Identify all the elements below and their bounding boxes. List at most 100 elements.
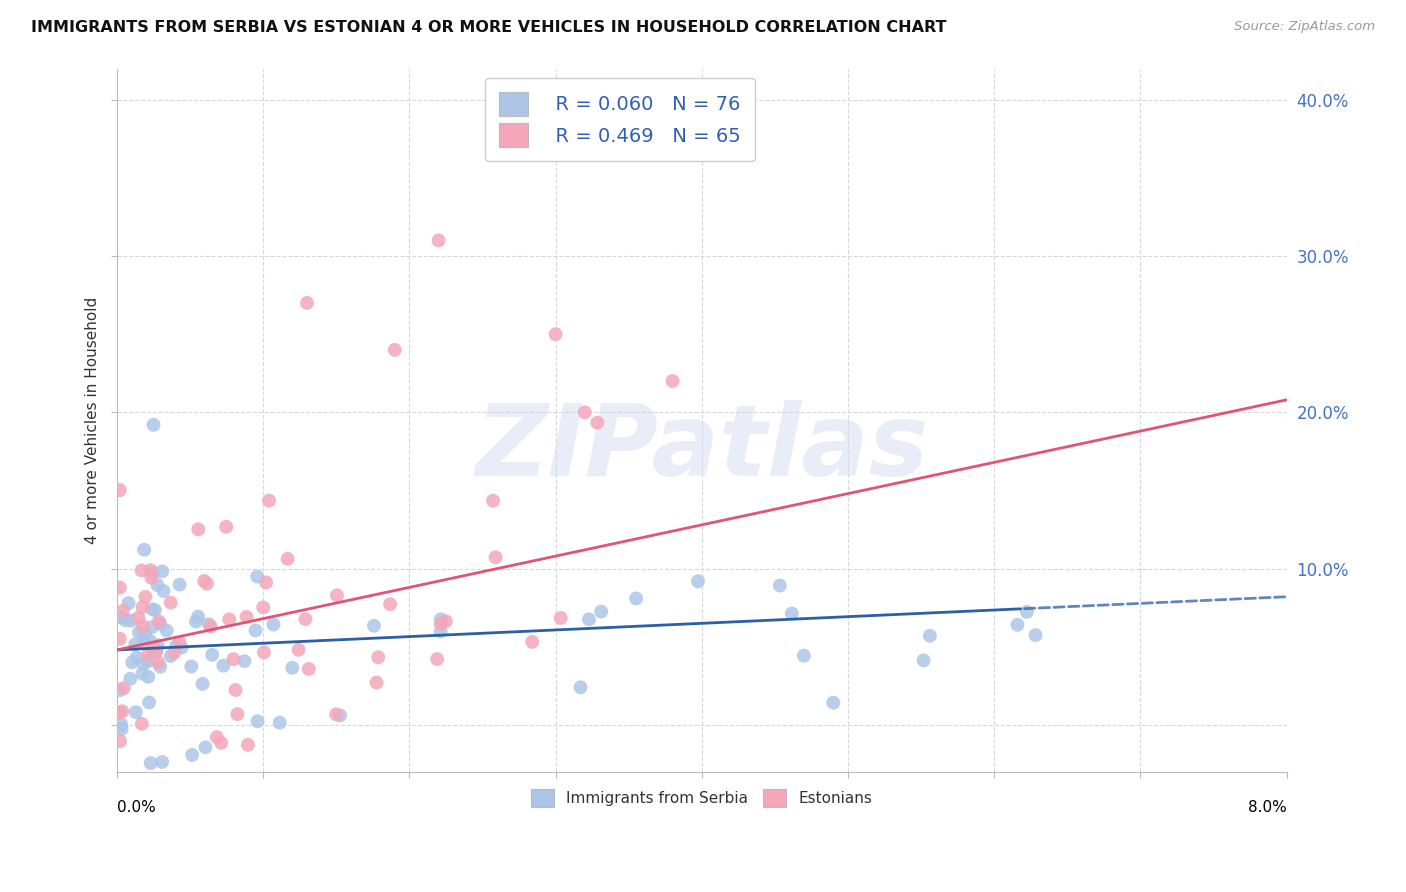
Point bbox=[159, 648, 181, 663]
Point bbox=[149, 659, 172, 673]
Point bbox=[112, 681, 135, 695]
Point bbox=[294, 612, 316, 626]
Point bbox=[624, 591, 647, 606]
Point bbox=[780, 607, 803, 621]
Point bbox=[132, 657, 155, 671]
Point bbox=[215, 520, 238, 534]
Point bbox=[152, 584, 174, 599]
Point bbox=[136, 670, 159, 684]
Point bbox=[145, 645, 167, 659]
Point bbox=[569, 681, 592, 695]
Point bbox=[427, 234, 450, 248]
Point bbox=[150, 565, 173, 579]
Point bbox=[252, 600, 274, 615]
Point bbox=[586, 416, 609, 430]
Point bbox=[125, 650, 148, 665]
Point bbox=[661, 374, 683, 388]
Point bbox=[287, 642, 309, 657]
Text: 0.0%: 0.0% bbox=[117, 799, 156, 814]
Point bbox=[187, 522, 209, 536]
Point bbox=[430, 612, 453, 626]
Point bbox=[108, 683, 131, 698]
Point bbox=[212, 658, 235, 673]
Text: IMMIGRANTS FROM SERBIA VS ESTONIAN 4 OR MORE VEHICLES IN HOUSEHOLD CORRELATION C: IMMIGRANTS FROM SERBIA VS ESTONIAN 4 OR … bbox=[31, 20, 946, 35]
Point bbox=[146, 655, 169, 669]
Point bbox=[366, 675, 388, 690]
Point bbox=[159, 596, 181, 610]
Point bbox=[384, 343, 406, 357]
Point bbox=[329, 708, 352, 723]
Y-axis label: 4 or more Vehicles in Household: 4 or more Vehicles in Household bbox=[86, 296, 100, 544]
Legend: Immigrants from Serbia, Estonians: Immigrants from Serbia, Estonians bbox=[524, 782, 879, 814]
Point bbox=[198, 617, 221, 632]
Point bbox=[138, 633, 160, 648]
Point bbox=[325, 707, 347, 722]
Point bbox=[434, 614, 457, 628]
Point bbox=[121, 655, 143, 669]
Point bbox=[114, 613, 136, 627]
Point bbox=[218, 612, 240, 626]
Point bbox=[136, 654, 159, 668]
Text: ZIPatlas: ZIPatlas bbox=[475, 400, 928, 497]
Point bbox=[110, 610, 132, 624]
Point bbox=[139, 756, 162, 770]
Text: Source: ZipAtlas.com: Source: ZipAtlas.com bbox=[1234, 20, 1375, 33]
Point bbox=[520, 635, 543, 649]
Point bbox=[142, 644, 165, 658]
Point bbox=[134, 542, 156, 557]
Point bbox=[486, 139, 509, 153]
Text: 8.0%: 8.0% bbox=[1249, 799, 1286, 814]
Point bbox=[253, 645, 276, 659]
Point bbox=[120, 614, 142, 628]
Point bbox=[912, 653, 935, 667]
Point bbox=[574, 405, 596, 419]
Point bbox=[163, 646, 186, 660]
Point bbox=[110, 722, 132, 736]
Point bbox=[165, 639, 187, 653]
Point bbox=[363, 619, 385, 633]
Point bbox=[263, 617, 285, 632]
Point bbox=[201, 648, 224, 662]
Point bbox=[131, 666, 153, 681]
Point bbox=[128, 625, 150, 640]
Point bbox=[1025, 628, 1047, 642]
Point bbox=[108, 483, 131, 497]
Point bbox=[134, 590, 156, 604]
Point bbox=[254, 575, 277, 590]
Point bbox=[146, 578, 169, 592]
Point bbox=[138, 695, 160, 709]
Point bbox=[169, 635, 191, 649]
Point bbox=[793, 648, 815, 663]
Point bbox=[111, 704, 134, 718]
Point bbox=[110, 717, 132, 731]
Point bbox=[148, 615, 170, 629]
Point bbox=[169, 577, 191, 591]
Point bbox=[484, 550, 506, 565]
Point bbox=[193, 574, 215, 588]
Point bbox=[194, 740, 217, 755]
Point bbox=[298, 662, 321, 676]
Point bbox=[246, 714, 269, 729]
Point bbox=[550, 611, 572, 625]
Point bbox=[131, 564, 153, 578]
Point bbox=[131, 600, 153, 615]
Point bbox=[269, 715, 291, 730]
Point bbox=[156, 624, 179, 638]
Point bbox=[108, 632, 131, 646]
Point bbox=[769, 578, 792, 592]
Point bbox=[195, 576, 218, 591]
Point bbox=[141, 620, 163, 634]
Point bbox=[134, 627, 156, 641]
Point bbox=[367, 650, 389, 665]
Point bbox=[429, 616, 451, 631]
Point bbox=[141, 602, 163, 616]
Point bbox=[257, 493, 280, 508]
Point bbox=[108, 706, 131, 720]
Point bbox=[111, 604, 134, 618]
Point bbox=[125, 705, 148, 719]
Point bbox=[145, 643, 167, 657]
Point bbox=[181, 747, 204, 762]
Point bbox=[236, 738, 259, 752]
Point bbox=[187, 609, 209, 624]
Point bbox=[124, 637, 146, 651]
